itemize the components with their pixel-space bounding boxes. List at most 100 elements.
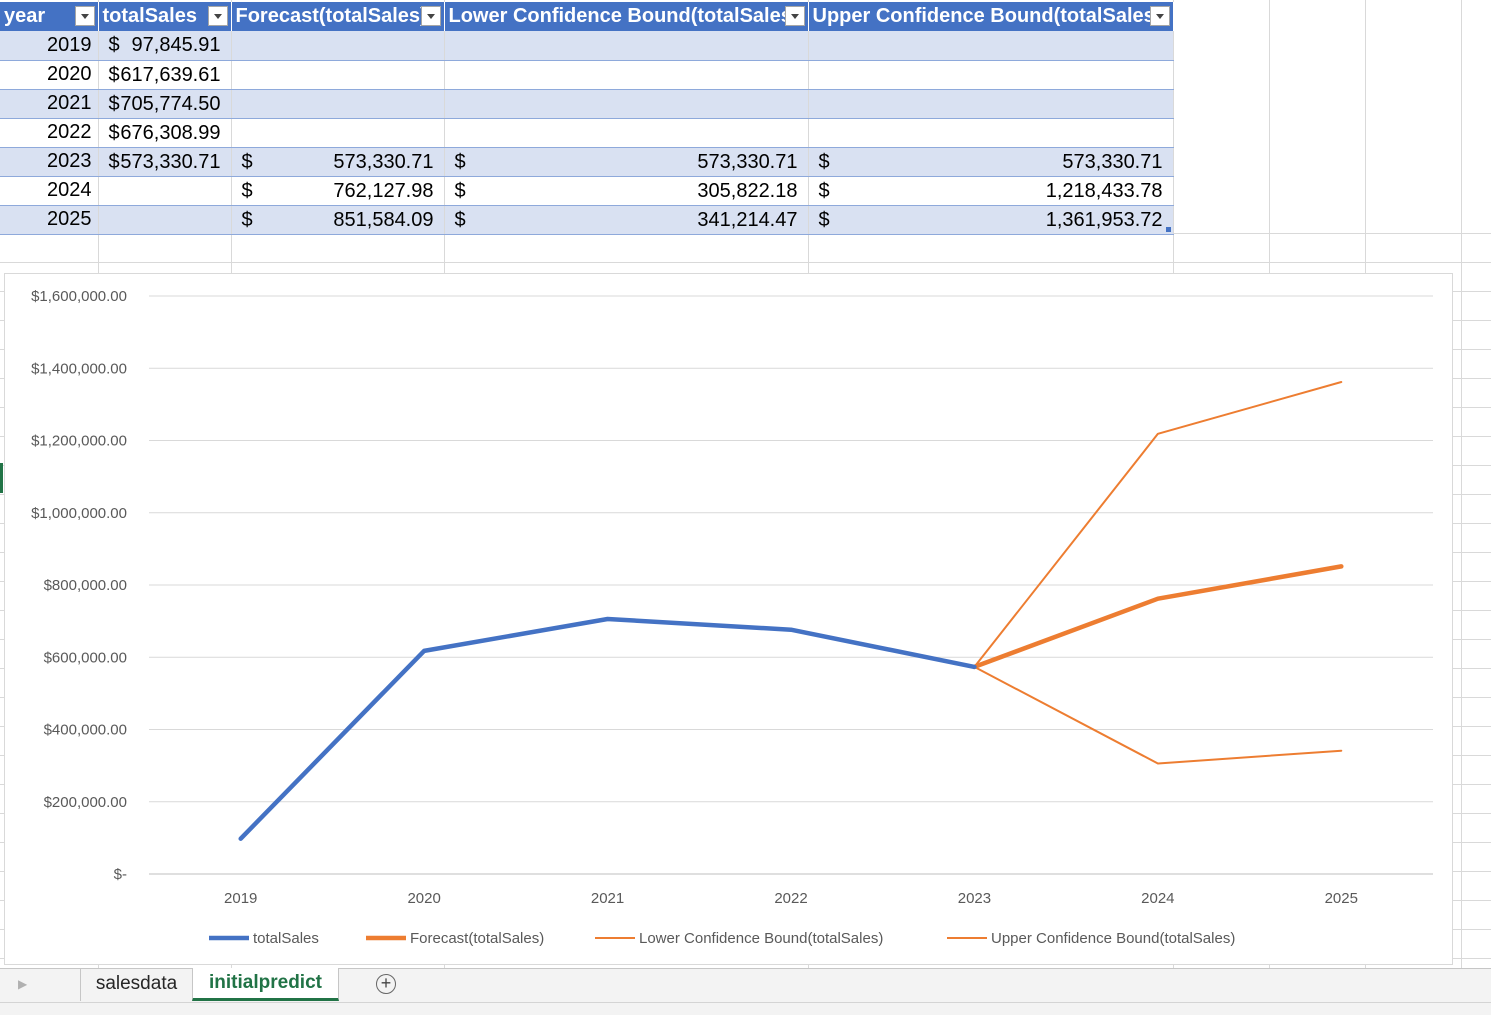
cell-value: 676,308.99: [120, 122, 220, 145]
header-label: totalSales: [103, 5, 197, 28]
sheet-tab-salesdata[interactable]: salesdata: [80, 969, 192, 1001]
cell-upper-bound[interactable]: [808, 89, 1173, 118]
series-line-Forecast(totalSales): [974, 566, 1341, 667]
table-resize-handle[interactable]: [1166, 227, 1171, 232]
add-sheet-icon[interactable]: +: [376, 974, 396, 994]
forecast-table: year totalSales Forecast(totalSales) Low…: [0, 2, 1174, 235]
sheet-tab-initialpredict[interactable]: initialpredict: [192, 968, 339, 1001]
currency-symbol: $: [455, 151, 466, 174]
cell-value: 573,330.71: [120, 151, 220, 174]
cell-forecast[interactable]: $573,330.71: [231, 147, 444, 176]
cell-forecast[interactable]: [231, 89, 444, 118]
series-line-totalSales: [241, 619, 975, 839]
cell-upper-bound[interactable]: [808, 31, 1173, 60]
cell-value: 573,330.71: [1062, 151, 1162, 174]
header-upper-bound[interactable]: Upper Confidence Bound(totalSales): [808, 2, 1173, 31]
y-tick-label: $1,000,000.00: [31, 505, 127, 522]
cell-year[interactable]: 2023: [0, 147, 98, 176]
cell-value: 762,127.98: [333, 180, 433, 203]
currency-symbol: $: [109, 122, 120, 145]
table-row: 2023 $573,330.71 $573,330.71 $573,330.71 $57…: [0, 147, 1173, 176]
filter-dropdown-icon[interactable]: [1150, 6, 1170, 26]
cell-upper-bound[interactable]: [808, 60, 1173, 89]
y-tick-label: $400,000.00: [44, 722, 127, 739]
cell-forecast[interactable]: $851,584.09: [231, 205, 444, 234]
filter-dropdown-icon[interactable]: [421, 6, 441, 26]
cell-value: 573,330.71: [697, 151, 797, 174]
filter-dropdown-icon[interactable]: [785, 6, 805, 26]
cell-forecast[interactable]: [231, 118, 444, 147]
y-tick-label: $600,000.00: [44, 649, 127, 666]
scroll-sheets-arrow-icon[interactable]: ▶: [18, 977, 36, 995]
header-forecast[interactable]: Forecast(totalSales): [231, 2, 444, 31]
cell-year[interactable]: 2025: [0, 205, 98, 234]
currency-symbol: $: [109, 93, 120, 116]
cell-upper-bound[interactable]: [808, 118, 1173, 147]
sheet-tab-bar: ▶ salesdata initialpredict +: [0, 968, 1491, 1002]
header-lower-bound[interactable]: Lower Confidence Bound(totalSales): [444, 2, 808, 31]
cell-value: 1,361,953.72: [1046, 209, 1163, 232]
worksheet-grid[interactable]: year totalSales Forecast(totalSales) Low…: [0, 0, 1491, 968]
cell-forecast[interactable]: $762,127.98: [231, 176, 444, 205]
legend-label: Lower Confidence Bound(totalSales): [639, 930, 883, 947]
cell-upper-bound[interactable]: $1,218,433.78: [808, 176, 1173, 205]
cell-year[interactable]: 2020: [0, 60, 98, 89]
cell-totalsales[interactable]: $705,774.50: [98, 89, 231, 118]
x-tick-label: 2020: [407, 890, 440, 907]
x-tick-label: 2025: [1325, 890, 1358, 907]
header-label: year: [4, 5, 45, 28]
series-line-Lower Confidence Bound(totalSales): [974, 667, 1341, 764]
header-year[interactable]: year: [0, 2, 98, 31]
cell-year[interactable]: 2021: [0, 89, 98, 118]
cell-lower-bound[interactable]: $573,330.71: [444, 147, 808, 176]
y-tick-label: $1,600,000.00: [31, 288, 127, 305]
cell-upper-bound[interactable]: $1,361,953.72: [808, 205, 1173, 234]
cell-value: 617,639.61: [120, 64, 220, 87]
header-label: Forecast(totalSales): [236, 5, 427, 28]
table-row: 2022 $676,308.99: [0, 118, 1173, 147]
cell-forecast[interactable]: [231, 31, 444, 60]
y-tick-label: $1,400,000.00: [31, 360, 127, 377]
cell-totalsales[interactable]: $676,308.99: [98, 118, 231, 147]
header-totalsales[interactable]: totalSales: [98, 2, 231, 31]
column-divider: [1461, 0, 1462, 968]
x-tick-label: 2023: [958, 890, 991, 907]
filter-dropdown-icon[interactable]: [208, 6, 228, 26]
table-row: 2025 $851,584.09 $341,214.47 $1,361,953.72: [0, 205, 1173, 234]
table-row: 2020 $617,639.61: [0, 60, 1173, 89]
filter-dropdown-icon[interactable]: [75, 6, 95, 26]
x-tick-label: 2019: [224, 890, 257, 907]
cell-year[interactable]: 2024: [0, 176, 98, 205]
cell-lower-bound[interactable]: [444, 60, 808, 89]
cell-value: 97,845.91: [132, 34, 221, 57]
cell-value: 341,214.47: [697, 209, 797, 232]
cell-totalsales[interactable]: $97,845.91: [98, 31, 231, 60]
cell-lower-bound[interactable]: [444, 89, 808, 118]
y-tick-label: $-: [114, 866, 127, 883]
cell-lower-bound[interactable]: [444, 31, 808, 60]
cell-lower-bound[interactable]: $341,214.47: [444, 205, 808, 234]
cell-upper-bound[interactable]: $573,330.71: [808, 147, 1173, 176]
x-tick-label: 2022: [774, 890, 807, 907]
currency-symbol: $: [819, 209, 830, 232]
cell-value: 705,774.50: [120, 93, 220, 116]
cell-value: 1,218,433.78: [1046, 180, 1163, 203]
cell-forecast[interactable]: [231, 60, 444, 89]
cell-totalsales[interactable]: [98, 176, 231, 205]
currency-symbol: $: [455, 209, 466, 232]
y-tick-label: $800,000.00: [44, 577, 127, 594]
cell-value: 305,822.18: [697, 180, 797, 203]
y-tick-label: $1,200,000.00: [31, 433, 127, 450]
selected-row-marker: [0, 463, 3, 493]
cell-totalsales[interactable]: $617,639.61: [98, 60, 231, 89]
cell-year[interactable]: 2022: [0, 118, 98, 147]
x-tick-label: 2021: [591, 890, 624, 907]
table-header-row: year totalSales Forecast(totalSales) Low…: [0, 2, 1173, 31]
forecast-line-chart[interactable]: $- $200,000.00 $400,000.00 $600,000.00 $800,…: [4, 273, 1453, 965]
cell-totalsales[interactable]: [98, 205, 231, 234]
cell-lower-bound[interactable]: $305,822.18: [444, 176, 808, 205]
cell-totalsales[interactable]: $573,330.71: [98, 147, 231, 176]
cell-lower-bound[interactable]: [444, 118, 808, 147]
status-bar: [0, 1002, 1491, 1015]
cell-year[interactable]: 2019: [0, 31, 98, 60]
